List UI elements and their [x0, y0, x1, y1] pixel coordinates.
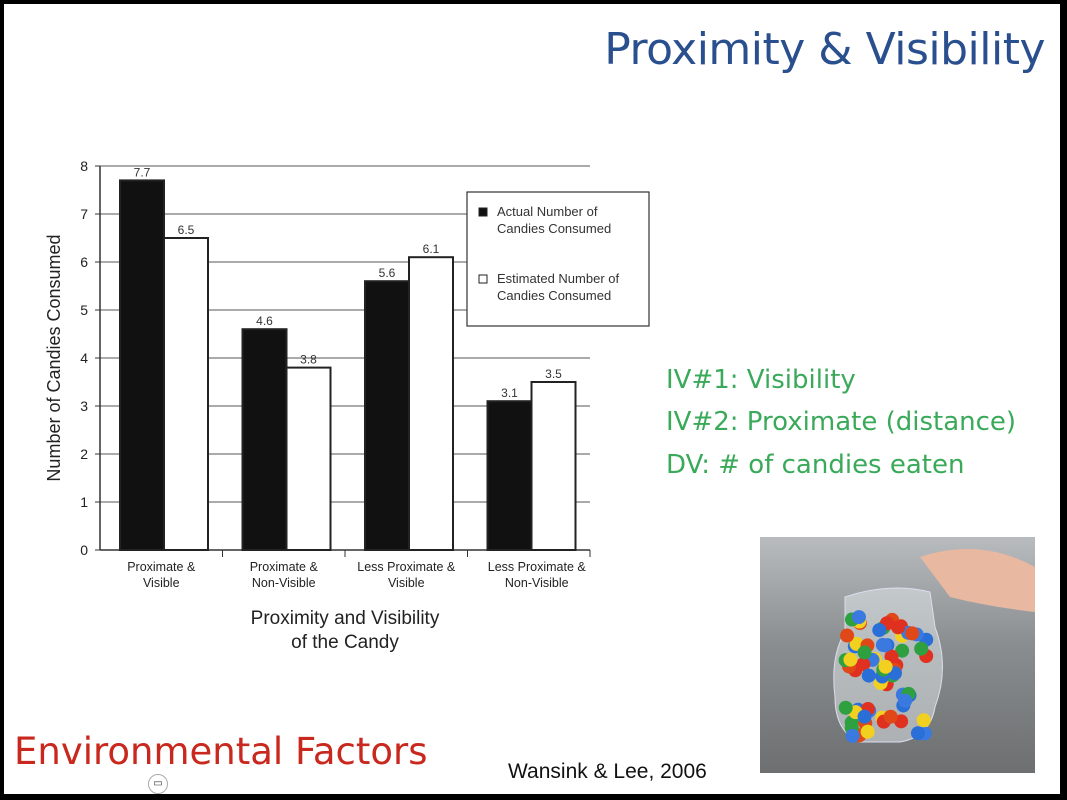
data-label: 3.5 [545, 367, 562, 381]
candy [891, 620, 906, 635]
candy [894, 714, 909, 729]
legend-label: Actual Number of [497, 204, 598, 219]
x-axis-title: of the Candy [291, 632, 399, 653]
candy [856, 657, 871, 672]
candy-jar-illustration [833, 549, 1035, 743]
x-tick-label: Non-Visible [252, 576, 316, 590]
candy [905, 626, 920, 641]
bar-actual [119, 179, 165, 551]
candy [910, 726, 925, 741]
candy [860, 724, 875, 739]
legend-label: Candies Consumed [497, 221, 611, 236]
legend-label: Candies Consumed [497, 288, 611, 303]
candy [840, 628, 855, 643]
data-label: 7.7 [134, 165, 151, 179]
citation: Wansink & Lee, 2006 [508, 760, 707, 783]
bar-estimated [163, 237, 209, 551]
legend-swatch [478, 274, 488, 284]
candy [898, 693, 913, 708]
y-tick-label: 0 [80, 542, 88, 558]
candy [914, 641, 929, 656]
data-label: 6.1 [423, 242, 440, 256]
bar-actual [486, 400, 533, 552]
data-label: 3.8 [300, 353, 317, 367]
y-tick-label: 3 [80, 398, 88, 414]
candy [851, 610, 866, 625]
data-label: 6.5 [178, 223, 195, 237]
candy [838, 700, 853, 715]
legend [466, 191, 650, 327]
y-tick-label: 6 [80, 254, 88, 270]
candy [895, 643, 910, 658]
data-label: 3.1 [501, 386, 518, 400]
legend-swatch [478, 207, 488, 217]
slide-title: Proximity & Visibility [604, 24, 1045, 75]
bar-actual [241, 328, 288, 552]
x-tick-label: Less Proximate & [357, 560, 456, 574]
candy [872, 623, 887, 638]
y-tick-label: 4 [80, 350, 88, 366]
candy [878, 659, 893, 674]
data-label: 4.6 [256, 314, 273, 328]
camera-icon[interactable]: ▭ [148, 774, 168, 794]
candy [843, 652, 858, 667]
y-tick-label: 8 [80, 158, 88, 174]
candy [883, 709, 898, 724]
candy-jar-photo [760, 537, 1035, 773]
candy [857, 645, 872, 660]
legend-label: Estimated Number of [497, 271, 619, 286]
candy [916, 713, 931, 728]
iv2-text: IV#2: Proximate (distance) [666, 407, 1017, 437]
bar-estimated [285, 366, 332, 551]
bar-actual [364, 280, 410, 551]
candy [878, 638, 893, 653]
y-tick-label: 1 [80, 494, 88, 510]
x-tick-label: Proximate & [250, 560, 319, 574]
x-axis-title: Proximity and Visibility [251, 608, 440, 629]
iv1-text: IV#1: Visibility [666, 365, 856, 395]
candy [861, 668, 876, 683]
y-axis-title: Number of Candies Consumed [44, 234, 64, 481]
x-tick-label: Visible [143, 576, 180, 590]
dv-text: DV: # of candies eaten [666, 450, 965, 480]
candy [845, 728, 860, 743]
y-tick-label: 5 [80, 302, 88, 318]
bar-estimated [530, 381, 577, 551]
candy [857, 709, 872, 724]
x-tick-label: Less Proximate & [488, 560, 587, 574]
x-tick-label: Visible [388, 576, 425, 590]
bar-estimated [408, 256, 454, 551]
data-label: 5.6 [379, 266, 396, 280]
y-tick-label: 7 [80, 206, 88, 222]
section-footer: Environmental Factors [14, 730, 428, 773]
y-tick-label: 2 [80, 446, 88, 462]
x-tick-label: Non-Visible [505, 576, 569, 590]
x-tick-label: Proximate & [127, 560, 196, 574]
